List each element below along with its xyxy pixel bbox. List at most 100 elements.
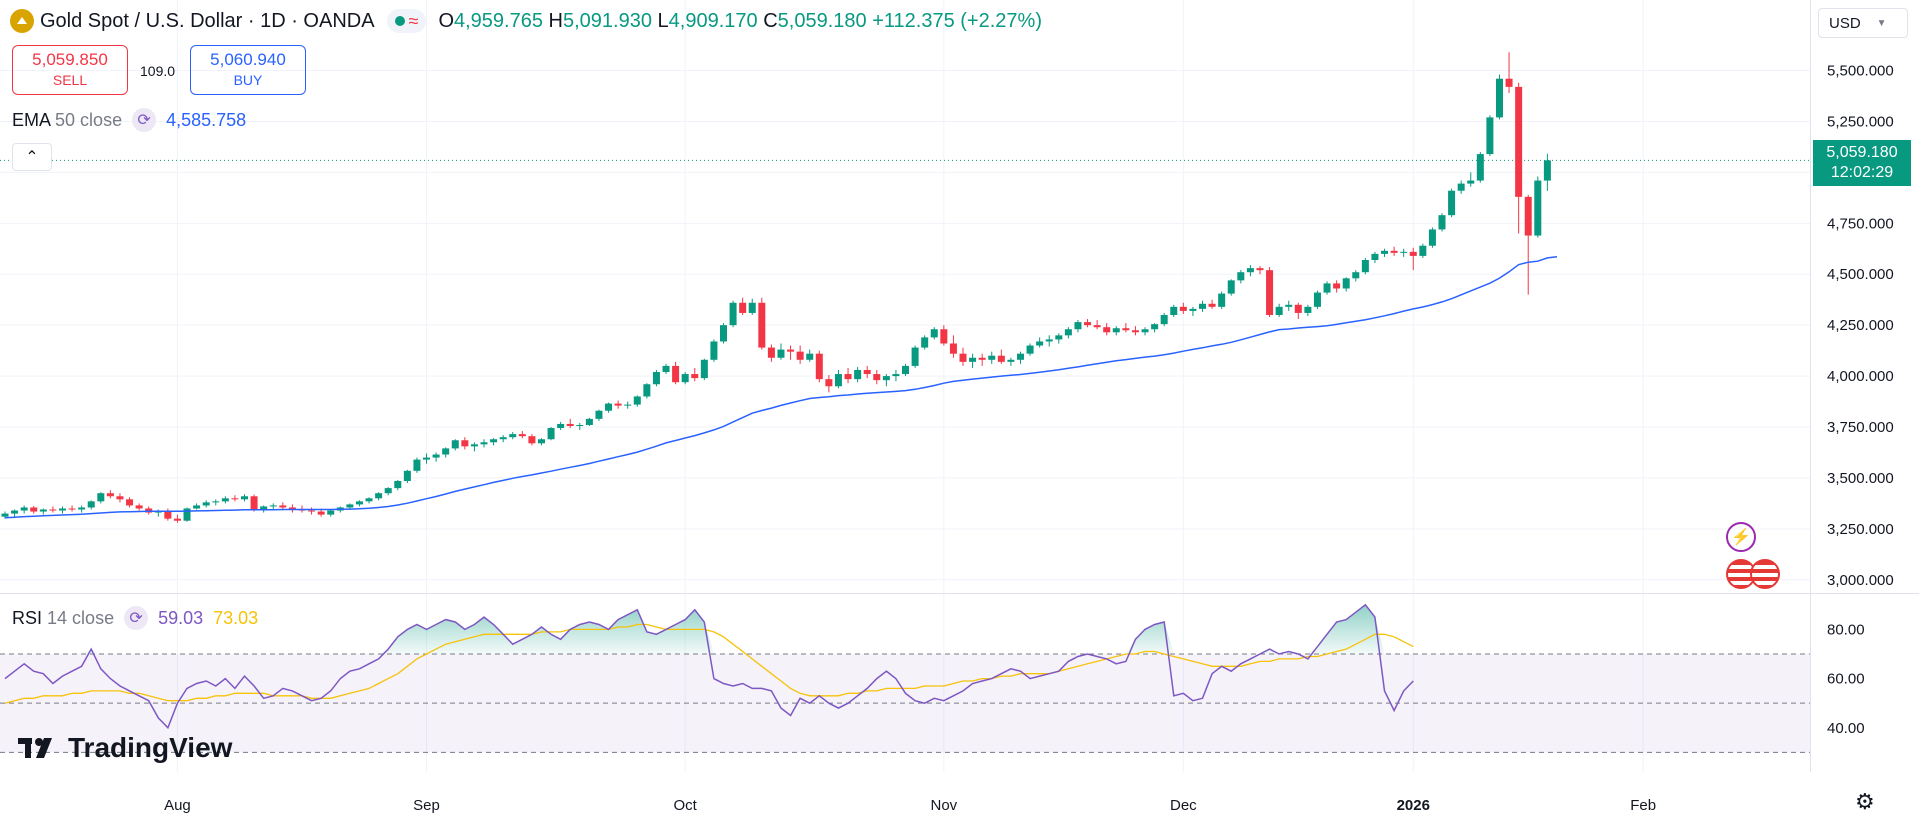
candle xyxy=(1534,176,1542,238)
candle xyxy=(11,509,19,517)
candle xyxy=(729,300,737,328)
candle-body xyxy=(710,341,718,360)
candle xyxy=(1141,327,1149,336)
candle xyxy=(1160,312,1168,327)
loop-icon[interactable]: ⟳ xyxy=(132,108,157,132)
candle-body xyxy=(317,511,325,515)
candle xyxy=(787,345,795,360)
rsi-overbought-fill xyxy=(5,604,1414,654)
candle-body xyxy=(796,351,804,360)
candle-body xyxy=(116,496,124,500)
candle xyxy=(135,503,143,511)
candle xyxy=(87,500,95,510)
candle xyxy=(451,439,459,451)
candle xyxy=(241,494,248,502)
candle xyxy=(911,345,919,368)
candle-body xyxy=(1103,327,1111,333)
candle xyxy=(413,457,421,473)
currency-select[interactable]: USD ▼ xyxy=(1818,8,1908,38)
candle-body xyxy=(1170,306,1178,315)
candle xyxy=(940,325,948,346)
candle xyxy=(1026,343,1034,356)
candle-body xyxy=(1486,117,1494,155)
candle xyxy=(1467,172,1475,187)
status-indicators[interactable]: ≈ xyxy=(386,9,427,33)
rsi-value: 59.03 xyxy=(158,607,204,628)
time-tick-label: Aug xyxy=(164,797,191,814)
candle xyxy=(423,453,431,464)
candle-body xyxy=(1323,283,1331,293)
us-flag-icon[interactable] xyxy=(1750,559,1780,589)
loop-icon[interactable]: ⟳ xyxy=(124,606,149,630)
candle xyxy=(1505,52,1513,93)
candle-body xyxy=(202,502,210,506)
price-tick-label: 4,000.000 xyxy=(1827,368,1894,385)
price-tick-label: 5,250.000 xyxy=(1827,113,1894,130)
candle-body xyxy=(403,470,411,481)
candle-body xyxy=(1160,314,1168,325)
candle-body xyxy=(1495,78,1503,118)
candle-body xyxy=(1045,339,1053,342)
candle-body xyxy=(643,384,651,397)
rsi-legend[interactable]: RSI 14 close ⟳ 59.03 73.03 xyxy=(12,606,258,630)
candle xyxy=(394,479,402,491)
sell-button[interactable]: 5,059.850 SELL xyxy=(12,45,128,95)
candle xyxy=(528,434,536,446)
candle xyxy=(902,363,910,377)
candle xyxy=(710,339,718,362)
candle xyxy=(1084,319,1092,328)
ema-params: 50 close xyxy=(55,109,123,130)
candle xyxy=(442,447,450,458)
candle-body xyxy=(413,459,421,471)
candle xyxy=(461,437,469,450)
candle-body xyxy=(1266,270,1274,315)
candle-body xyxy=(375,493,383,499)
candle-body xyxy=(78,507,86,510)
candle xyxy=(739,297,747,315)
candle xyxy=(537,438,545,446)
candle xyxy=(1227,279,1235,296)
candle xyxy=(672,361,680,385)
candle-body xyxy=(681,374,689,383)
candle xyxy=(1543,153,1551,191)
candle-body xyxy=(1,513,9,517)
candle xyxy=(1419,243,1427,258)
candle xyxy=(748,298,756,315)
candle-body xyxy=(892,374,900,377)
collapse-chevron-icon[interactable]: ⌃ xyxy=(12,143,52,171)
candle xyxy=(767,344,775,362)
candle xyxy=(1361,257,1369,275)
candle xyxy=(806,349,814,362)
candle-body xyxy=(1256,268,1264,271)
settings-gear-icon[interactable]: ⚙ xyxy=(1855,789,1875,814)
symbol-title[interactable]: Gold Spot / U.S. Dollar · 1D · OANDA xyxy=(40,9,375,32)
candle xyxy=(1246,265,1254,277)
tradingview-logo[interactable]: TradingView xyxy=(18,732,232,764)
candle-body xyxy=(921,337,929,348)
candle xyxy=(1294,302,1302,320)
candle-body xyxy=(767,347,775,358)
price-tick-label: 5,500.000 xyxy=(1827,63,1894,80)
candle-body xyxy=(68,508,76,510)
candle xyxy=(1457,180,1465,194)
candle xyxy=(308,507,316,515)
candle-body xyxy=(490,439,498,443)
chevron-down-icon: ▼ xyxy=(1876,17,1887,29)
candle-body xyxy=(461,440,469,447)
candle xyxy=(1275,303,1283,318)
candle xyxy=(662,363,670,375)
candle xyxy=(432,452,440,462)
candle-body xyxy=(241,496,248,500)
lightning-event-icon[interactable]: ⚡ xyxy=(1726,522,1756,552)
buy-button[interactable]: 5,060.940 BUY xyxy=(190,45,306,95)
candle-body xyxy=(585,418,593,425)
candle xyxy=(499,435,507,443)
ema-legend[interactable]: EMA 50 close ⟳ 4,585.758 xyxy=(12,108,246,132)
candle xyxy=(930,327,938,340)
last-price: 5,059.180 xyxy=(1826,144,1898,161)
candle-body xyxy=(1036,341,1044,346)
open-label: O xyxy=(438,9,454,32)
candle-body xyxy=(106,493,114,497)
candle-body xyxy=(1294,304,1302,313)
